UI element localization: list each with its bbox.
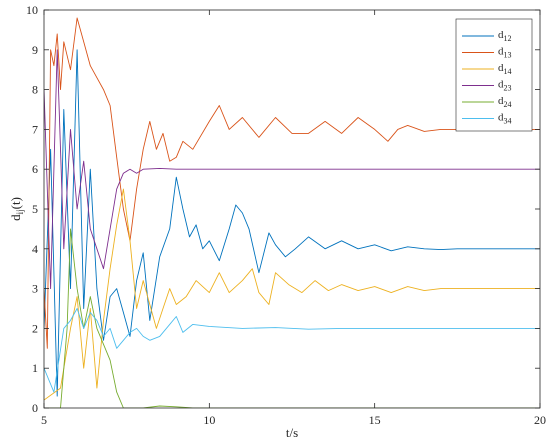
- legend-label-d14: d14: [498, 62, 512, 76]
- y-tick-label: 5: [32, 202, 38, 216]
- y-tick-label: 2: [32, 321, 38, 335]
- ticks-layer: 5 10 15 20 0 1 2 3 4 5 6 7 8 9 10: [26, 3, 546, 427]
- x-tick-label: 10: [203, 413, 215, 427]
- y-axis-label-main: d: [8, 214, 23, 221]
- legend-label-d13: d13: [498, 46, 512, 60]
- x-tick-label: 5: [41, 413, 47, 427]
- y-tick-label: 9: [32, 43, 38, 57]
- series-line-d24: [44, 228, 540, 408]
- y-tick-label: 7: [32, 122, 38, 136]
- y-tick-label: 10: [26, 3, 38, 17]
- y-tick-label: 4: [32, 242, 38, 256]
- y-tick-label: 1: [32, 361, 38, 375]
- x-tick-label: 15: [369, 413, 381, 427]
- y-tick-label: 3: [32, 282, 38, 296]
- series-line-d13: [44, 17, 540, 349]
- series-layer: [44, 17, 540, 408]
- x-tick-label: 20: [534, 413, 546, 427]
- y-axis-label-sub: ij: [15, 209, 25, 214]
- y-tick-label: 0: [32, 401, 38, 415]
- x-axis-label: t/s: [286, 425, 298, 440]
- legend-label-d23: d23: [498, 79, 512, 93]
- series-line-d23: [44, 49, 540, 290]
- legend-label-d24: d24: [498, 95, 512, 109]
- series-line-d34: [44, 308, 540, 393]
- legend-items: d12 d13 d14 d23 d24 d34: [462, 29, 512, 126]
- series-line-d14: [44, 188, 540, 401]
- series-line-d12: [44, 49, 540, 397]
- y-axis-label: dij(t): [8, 197, 25, 221]
- legend-label-d12: d12: [498, 29, 512, 43]
- legend: d12 d13 d14 d23 d24 d34: [455, 18, 533, 132]
- y-axis-label-suffix: (t): [8, 197, 23, 209]
- y-tick-label: 8: [32, 83, 38, 97]
- y-tick-label: 6: [32, 162, 38, 176]
- legend-label-d34: d34: [498, 112, 512, 126]
- legend-box: [455, 18, 533, 132]
